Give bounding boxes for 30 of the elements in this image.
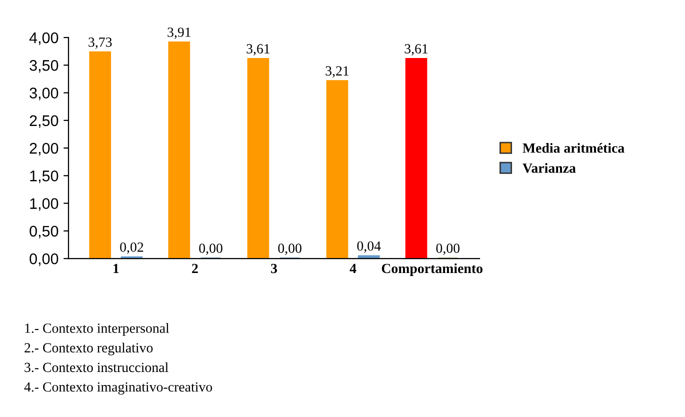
data-label: 3,21 — [326, 66, 349, 78]
data-label: 0,00 — [278, 244, 302, 255]
data-label: 0,00 — [436, 244, 460, 255]
x-tick-label: 1 — [114, 264, 119, 274]
y-tick-label: 3,50 — [30, 60, 58, 73]
y-tick-label: 4,00 — [29, 32, 58, 46]
data-label: 0,02 — [120, 242, 144, 254]
y-tick-label: 1,50 — [30, 170, 58, 184]
x-tick-label: Comportamiento — [382, 263, 482, 276]
data-label: 3,61 — [246, 44, 270, 56]
y-tick-label: 2,00 — [30, 142, 58, 156]
data-label: 0,04 — [357, 241, 381, 253]
x-tick-label: 2 — [192, 264, 198, 274]
text: 2.- Contexto regulativo — [24, 342, 153, 356]
text: 3.- Contexto instruccional — [24, 362, 168, 372]
data-label: 3,61 — [404, 44, 428, 56]
y-tick-label: 1,00 — [30, 198, 58, 211]
data-label: 3,73 — [88, 38, 112, 49]
y-tick-label: 0,00 — [30, 253, 58, 266]
legend-label: Media aritmética — [522, 143, 624, 153]
text: 4.- Contexto imaginativo-creativo — [24, 382, 212, 395]
x-tick-label: 3 — [271, 264, 277, 274]
data-label: 3,91 — [168, 28, 190, 39]
x-tick-label: 4 — [350, 264, 356, 274]
legend-label: Varianza — [522, 163, 576, 173]
y-tick-label: 3,00 — [30, 88, 58, 100]
y-tick-label: 2,50 — [30, 115, 58, 128]
text: 1.- Contexto interpersonal — [25, 323, 170, 336]
y-tick-label: 0,50 — [30, 226, 58, 238]
data-label: 0,00 — [199, 244, 222, 255]
